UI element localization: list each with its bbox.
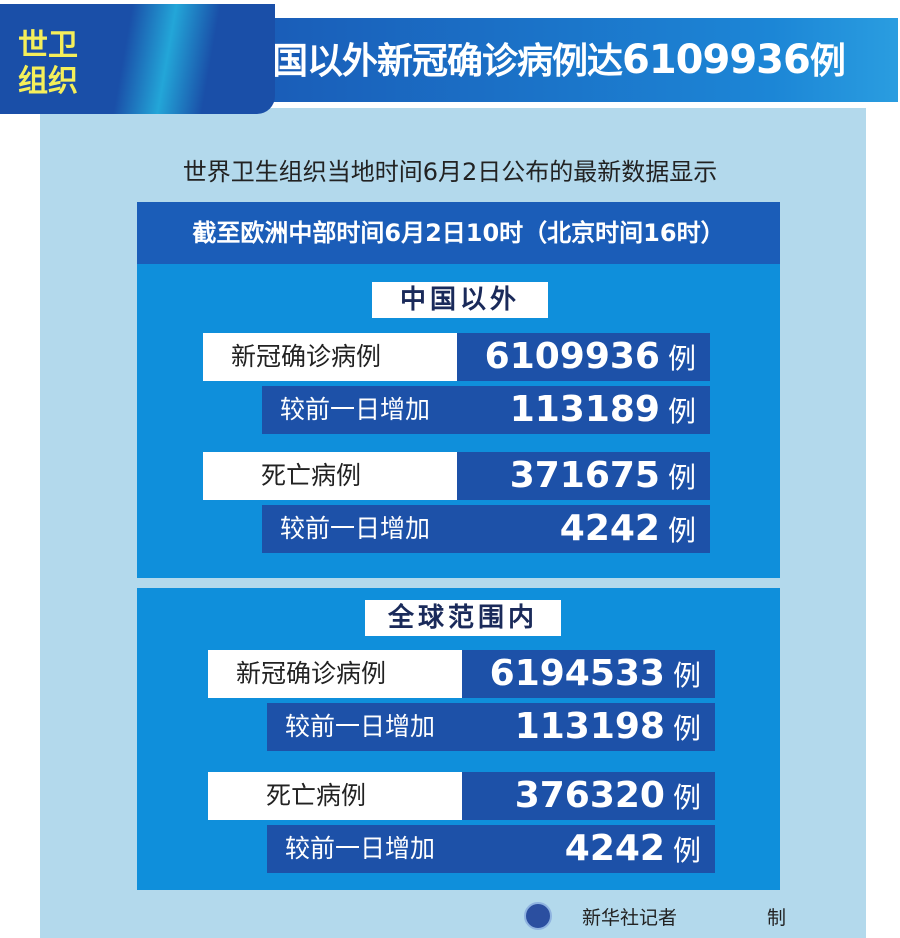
row-label: 死亡病例 [203,452,457,500]
row-label: 较前一日增加 [267,825,467,873]
row-label: 新冠确诊病例 [208,650,462,698]
timestamp-bar: 截至欧洲中部时间6月2日10时（北京时间16时） [137,202,780,264]
row-value: 6109936 例 [457,333,710,381]
xinhua-logo-icon [524,902,552,930]
section-label: 中国以外 [372,282,548,318]
page-title: 国以外新冠确诊病例达6109936例 [272,32,846,84]
row-value: 376320 例 [462,772,715,820]
subtitle: 世界卫生组织当地时间6月2日公布的最新数据显示 [182,158,718,186]
title-text: 国以外新冠确诊病例达 [272,41,623,82]
section-label: 全球范围内 [365,600,561,636]
row-label: 较前一日增加 [267,703,467,751]
who-badge [0,4,275,114]
row-value: 4242 例 [457,505,710,553]
title-unit: 例 [809,41,846,82]
row-label: 新冠确诊病例 [203,333,457,381]
row-value: 6194533 例 [462,650,715,698]
row-value: 4242 例 [462,825,715,873]
row-value: 113189 例 [457,386,710,434]
row-label: 较前一日增加 [262,505,462,553]
title-banner: 国以外新冠确诊病例达6109936例 [268,18,898,102]
row-value: 371675 例 [457,452,710,500]
row-label: 死亡病例 [208,772,462,820]
title-number: 6109936 [622,37,811,83]
badge-text: 世卫组织 [18,28,78,99]
row-label: 较前一日增加 [262,386,462,434]
credit: 新华社记者制 [582,907,787,929]
row-value: 113198 例 [462,703,715,751]
